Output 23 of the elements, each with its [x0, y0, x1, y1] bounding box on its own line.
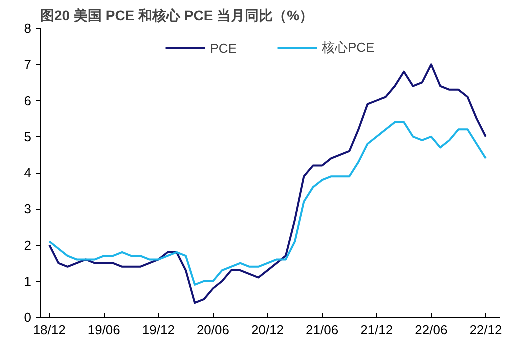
legend-label: PCE	[210, 40, 237, 56]
x-tick-label: 19/06	[88, 322, 120, 338]
y-tick-label: 7	[24, 57, 32, 72]
x-tick-label: 21/12	[360, 322, 394, 338]
legend-label: 核心PCE	[322, 39, 375, 57]
y-tick-label: 6	[24, 93, 32, 108]
x-tick-label: 21/06	[306, 322, 339, 338]
y-tick-label: 4	[24, 166, 32, 180]
x-tick-label: 20/12	[252, 322, 284, 338]
x-tick-label: 18/12	[33, 322, 66, 338]
y-tick-label: 8	[24, 21, 32, 36]
line-series	[48, 121, 487, 286]
x-tick-label: 22/12	[470, 322, 502, 338]
y-tick-label: 2	[24, 238, 32, 253]
y-tick-label: 5	[24, 129, 32, 144]
x-tick-label: 20/06	[196, 322, 230, 338]
y-tick-label: 1	[24, 274, 32, 289]
y-tick-label: 0	[24, 310, 32, 325]
chart-title: 图20 美国 PCE 和核心 PCE 当月同比（%）	[40, 8, 314, 24]
y-tick-label: 3	[24, 202, 32, 217]
line-series	[48, 64, 487, 304]
x-tick-label: 19/12	[142, 322, 175, 338]
x-tick-label: 22/06	[415, 322, 448, 338]
